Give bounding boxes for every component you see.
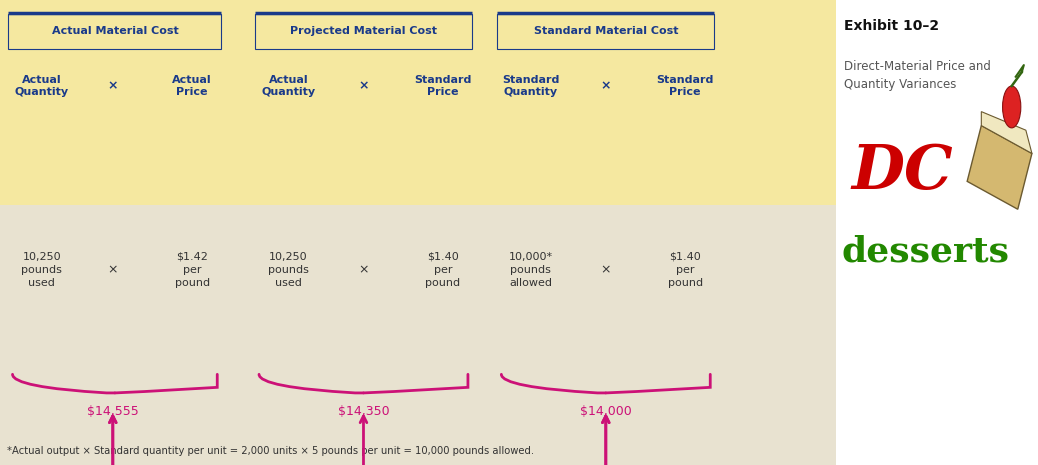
Text: Actual Material Cost: Actual Material Cost — [52, 26, 179, 36]
Text: Standard Material Cost: Standard Material Cost — [534, 26, 678, 36]
Text: ×: × — [601, 80, 611, 93]
Polygon shape — [967, 126, 1032, 209]
Text: Standard
Price: Standard Price — [656, 75, 714, 97]
Text: ×: × — [601, 263, 611, 276]
Text: $1.40
per
pound: $1.40 per pound — [667, 252, 703, 288]
Text: $1.42
per
pound: $1.42 per pound — [174, 252, 210, 288]
Text: ×: × — [358, 263, 368, 276]
Text: ×: × — [358, 80, 368, 93]
FancyBboxPatch shape — [497, 14, 714, 49]
FancyBboxPatch shape — [0, 0, 836, 205]
Text: Actual
Quantity: Actual Quantity — [262, 75, 316, 97]
Text: Actual
Quantity: Actual Quantity — [15, 75, 69, 97]
Circle shape — [1003, 86, 1020, 128]
Text: 10,250
pounds
used: 10,250 pounds used — [22, 252, 62, 288]
Text: DC: DC — [852, 142, 954, 202]
Text: Actual
Price: Actual Price — [172, 75, 212, 97]
Text: 10,000*
pounds
allowed: 10,000* pounds allowed — [509, 252, 552, 288]
FancyBboxPatch shape — [8, 14, 221, 49]
Text: Exhibit 10–2: Exhibit 10–2 — [844, 19, 938, 33]
FancyBboxPatch shape — [0, 205, 836, 465]
Text: *Actual output × Standard quantity per unit = 2,000 units × 5 pounds per unit = : *Actual output × Standard quantity per u… — [6, 446, 534, 456]
Text: Projected Material Cost: Projected Material Cost — [290, 26, 437, 36]
Text: ×: × — [108, 80, 118, 93]
Text: $1.40
per
pound: $1.40 per pound — [426, 252, 461, 288]
Text: Direct-Material Price and
Quantity Variances: Direct-Material Price and Quantity Varia… — [844, 60, 990, 92]
FancyBboxPatch shape — [255, 14, 472, 49]
Text: Standard
Quantity: Standard Quantity — [502, 75, 559, 97]
Polygon shape — [981, 112, 1032, 153]
Text: $14,000: $14,000 — [580, 405, 632, 418]
Text: 10,250
pounds
used: 10,250 pounds used — [268, 252, 308, 288]
Text: ×: × — [108, 263, 118, 276]
Text: $14,555: $14,555 — [87, 405, 139, 418]
Text: Standard
Price: Standard Price — [414, 75, 471, 97]
Text: $14,350: $14,350 — [337, 405, 389, 418]
Text: desserts: desserts — [842, 234, 1010, 268]
